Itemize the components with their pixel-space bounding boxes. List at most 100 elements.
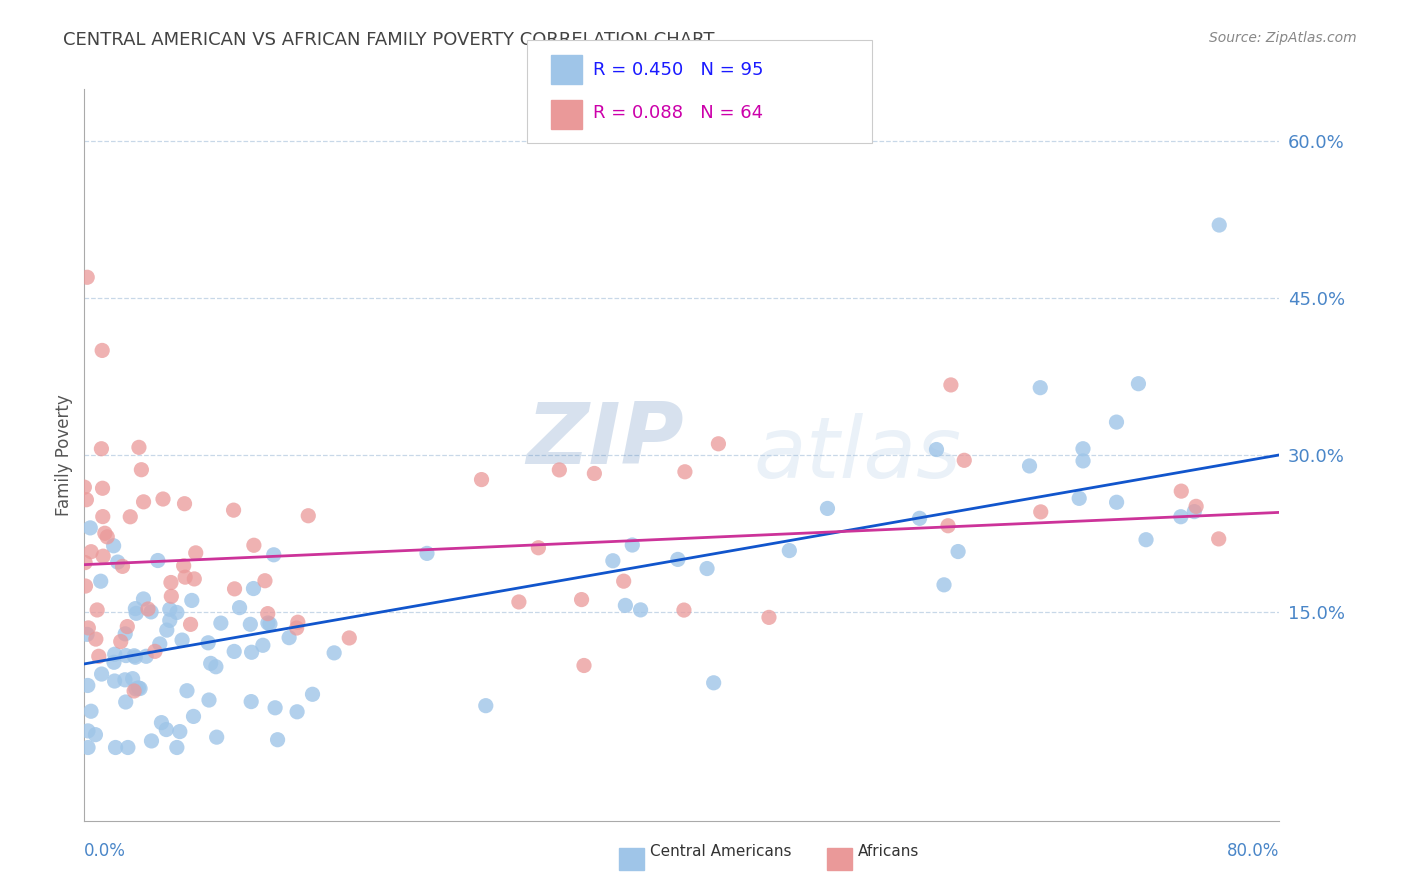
Point <box>263 548 285 562</box>
Point <box>136 602 159 616</box>
Point <box>1029 381 1052 395</box>
Point <box>1071 454 1094 468</box>
Point <box>114 673 136 687</box>
Point <box>176 683 198 698</box>
Point <box>166 606 188 620</box>
Point <box>117 740 139 755</box>
Point <box>337 631 360 645</box>
Point <box>932 578 955 592</box>
Point <box>222 503 245 517</box>
Point <box>470 473 492 487</box>
Point <box>173 497 195 511</box>
Point <box>602 554 624 568</box>
Point <box>160 575 183 590</box>
Point <box>96 530 118 544</box>
Point <box>205 659 228 673</box>
Point <box>1182 505 1205 519</box>
Point <box>817 501 839 516</box>
Point <box>183 709 205 723</box>
Text: ZIP: ZIP <box>527 399 685 482</box>
Point <box>124 601 146 615</box>
Point <box>184 546 207 560</box>
Point <box>103 539 125 553</box>
Point <box>936 518 959 533</box>
Point <box>86 603 108 617</box>
Point <box>696 561 718 575</box>
Point <box>266 732 288 747</box>
Point <box>132 591 155 606</box>
Point <box>180 617 202 632</box>
Point <box>297 508 319 523</box>
Point <box>583 467 606 481</box>
Point <box>703 675 725 690</box>
Point <box>114 627 136 641</box>
Point <box>103 655 125 669</box>
Text: Central Americans: Central Americans <box>650 844 792 859</box>
Point <box>946 544 969 558</box>
Point <box>160 589 183 603</box>
Point <box>707 437 730 451</box>
Point <box>117 619 139 633</box>
Point <box>75 579 97 593</box>
Text: R = 0.088   N = 64: R = 0.088 N = 64 <box>593 103 763 121</box>
Point <box>243 538 266 552</box>
Point <box>1105 495 1128 509</box>
Point <box>114 695 136 709</box>
Point <box>121 672 143 686</box>
Text: R = 0.450   N = 95: R = 0.450 N = 95 <box>593 62 763 79</box>
Text: Africans: Africans <box>858 844 920 859</box>
Point <box>166 740 188 755</box>
Point <box>155 723 177 737</box>
Point <box>630 603 652 617</box>
Point <box>131 463 153 477</box>
Text: Source: ZipAtlas.com: Source: ZipAtlas.com <box>1209 31 1357 45</box>
Point <box>149 637 172 651</box>
Point <box>198 693 221 707</box>
Point <box>115 648 138 663</box>
Point <box>128 441 150 455</box>
Point <box>666 552 689 566</box>
Point <box>323 646 346 660</box>
Point <box>80 545 103 559</box>
Point <box>183 572 205 586</box>
Point <box>939 378 962 392</box>
Point <box>613 574 636 589</box>
Point <box>1170 509 1192 524</box>
Point <box>239 617 262 632</box>
Point <box>159 614 181 628</box>
Text: 0.0%: 0.0% <box>84 841 127 860</box>
Point <box>129 681 152 696</box>
Point <box>170 633 193 648</box>
Point <box>301 687 323 701</box>
Point <box>224 582 246 596</box>
Point <box>125 681 148 696</box>
Point <box>758 610 780 624</box>
Text: atlas: atlas <box>754 413 962 497</box>
Point <box>135 649 157 664</box>
Point <box>240 695 263 709</box>
Point <box>1170 484 1192 499</box>
Point <box>90 574 112 589</box>
Point <box>76 627 98 641</box>
Point <box>91 481 114 495</box>
Point <box>87 649 110 664</box>
Point <box>252 638 274 652</box>
Point <box>259 617 281 632</box>
Point <box>91 549 114 564</box>
Point <box>1128 376 1150 391</box>
Point <box>79 521 101 535</box>
Point <box>278 631 301 645</box>
Point <box>1029 505 1052 519</box>
Point <box>1135 533 1157 547</box>
Point <box>91 509 114 524</box>
Point <box>908 511 931 525</box>
Point <box>90 442 112 456</box>
Point <box>548 463 571 477</box>
Point <box>107 555 129 569</box>
Point <box>228 600 250 615</box>
Point <box>1069 491 1091 506</box>
Point <box>287 615 309 630</box>
Point <box>253 574 276 588</box>
Point <box>240 645 263 659</box>
Point <box>264 700 287 714</box>
